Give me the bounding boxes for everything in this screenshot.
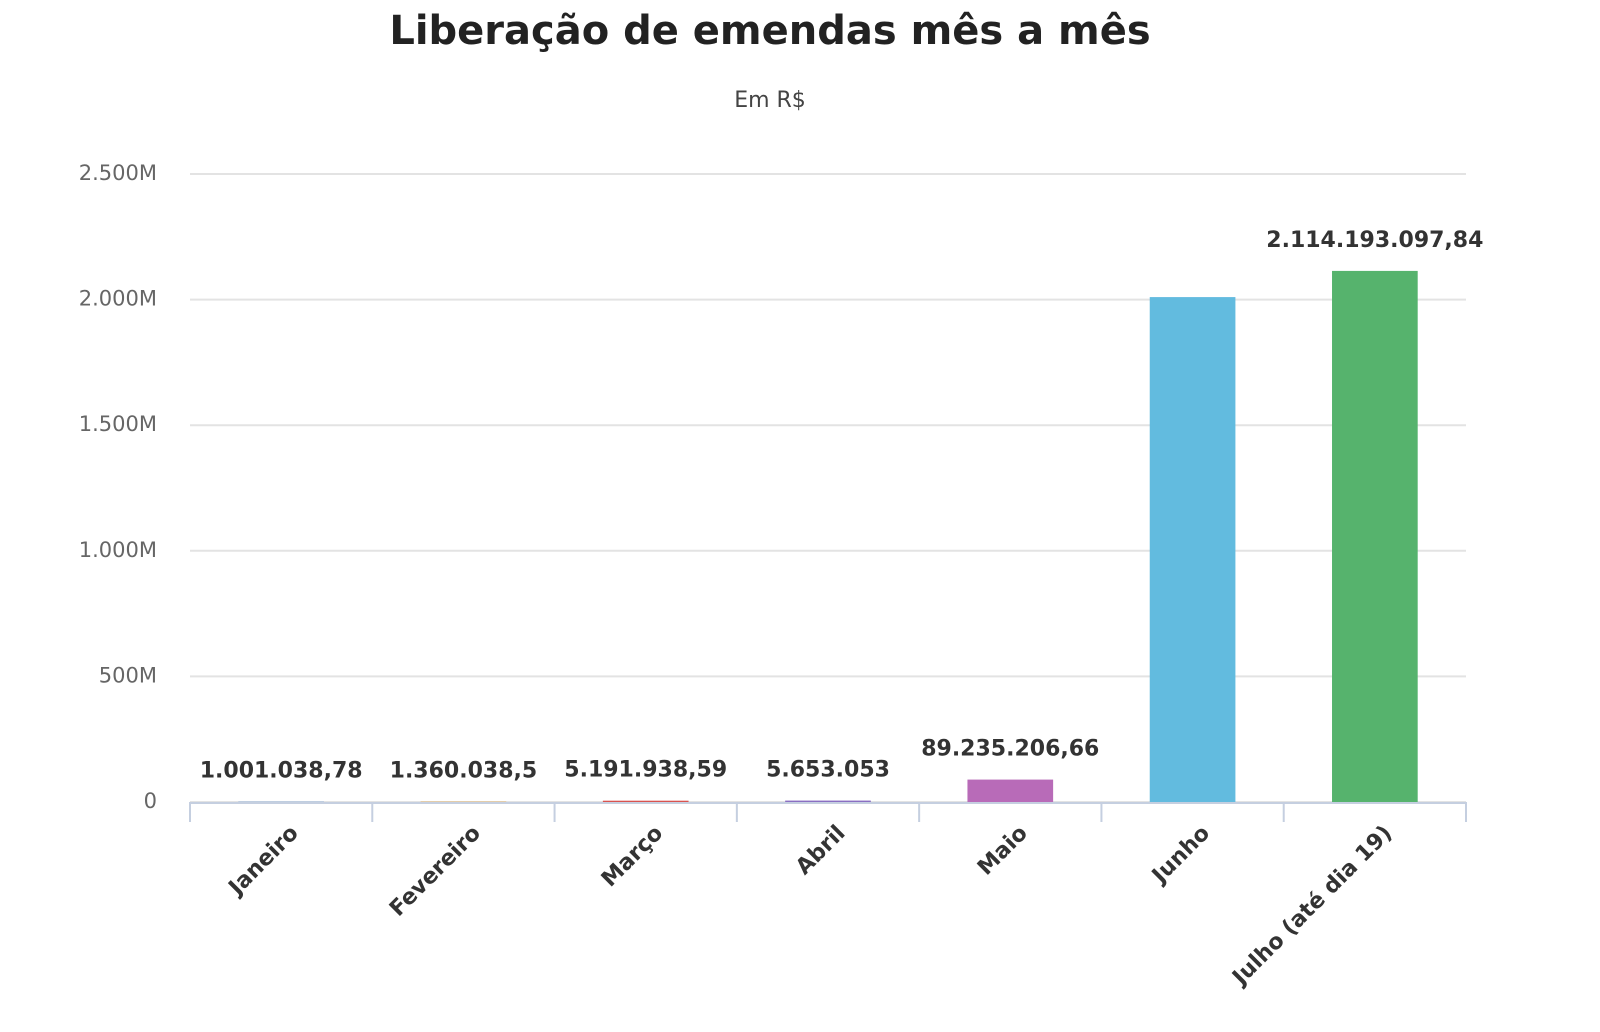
x-tick-label: Março [597,821,668,892]
value-label: 5.191.938,59 [564,758,727,783]
chart-title: Liberação de emendas mês a mês [389,8,1150,54]
y-tick-label: 0 [144,789,157,813]
y-tick-label: 2.000M [79,287,157,311]
x-tick-label: Junho [1146,821,1215,890]
bar [602,800,689,802]
bar [1149,297,1236,802]
bar [785,800,871,802]
chart-subtitle: Em R$ [734,88,806,113]
x-tick-label: Fevereiro [385,821,486,922]
x-tick-label: Janeiro [223,821,304,902]
x-tick-label: Abril [791,821,850,880]
value-label: 1.360.038,5 [390,759,538,784]
y-tick-label: 1.000M [79,538,157,562]
y-tick-label: 500M [99,663,157,687]
value-label: 1.001.038,78 [200,759,363,784]
y-tick-label: 2.500M [79,161,157,185]
value-label: 2.114.193.097,84 [1266,228,1483,253]
value-label: 5.653.053 [766,758,890,783]
x-tick-label: Maio [973,821,1033,881]
bar [1332,270,1418,803]
value-label: 89.235.206,66 [921,737,1099,762]
bar [967,779,1054,802]
x-tick-label: Julho (até dia 19) [1227,821,1398,992]
y-tick-label: 1.500M [79,412,157,436]
